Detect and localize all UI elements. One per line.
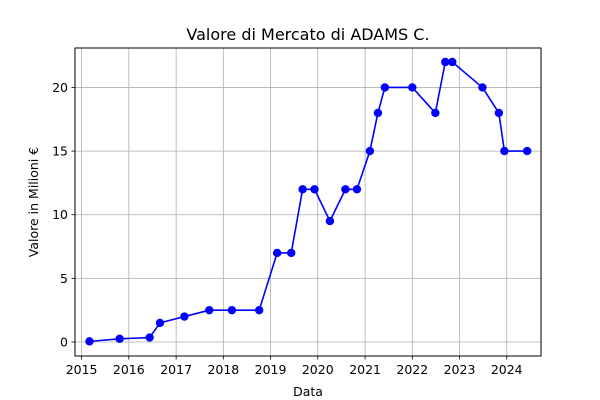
data-point bbox=[85, 337, 94, 346]
data-point bbox=[180, 312, 189, 321]
plot-frame bbox=[74, 47, 542, 357]
x-axis-label: Data bbox=[293, 384, 323, 399]
x-tick-label: 2015 bbox=[66, 362, 98, 377]
y-tick-label: 10 bbox=[52, 207, 68, 222]
x-tick-label: 2022 bbox=[396, 362, 428, 377]
data-point bbox=[352, 185, 362, 194]
x-tick-label: 2024 bbox=[491, 362, 523, 377]
y-axis-label: Valore in Milioni € bbox=[26, 147, 41, 257]
data-point bbox=[287, 248, 296, 258]
x-axis: 2015 2016 2017 2018 2019 2020 2021 2022 2023 2024 bbox=[66, 356, 523, 377]
data-point bbox=[522, 146, 532, 156]
data-point bbox=[373, 108, 383, 118]
data-point bbox=[145, 333, 154, 342]
data-point bbox=[341, 185, 350, 194]
data-point bbox=[310, 185, 319, 194]
data-point bbox=[115, 334, 124, 344]
data-point bbox=[478, 83, 487, 92]
y-tick-label: 5 bbox=[60, 271, 68, 286]
x-tick-label: 2017 bbox=[160, 362, 192, 377]
plot-area bbox=[75, 48, 541, 356]
series-layer bbox=[85, 57, 532, 346]
data-point bbox=[205, 305, 214, 315]
data-point bbox=[448, 57, 457, 67]
data-point bbox=[431, 108, 440, 118]
y-tick-label: 0 bbox=[60, 335, 68, 350]
data-point bbox=[441, 57, 450, 67]
data-point bbox=[227, 305, 237, 315]
data-point bbox=[155, 318, 165, 328]
data-point bbox=[408, 83, 417, 92]
data-point bbox=[325, 216, 335, 226]
x-tick-label: 2021 bbox=[349, 362, 381, 377]
x-tick-label: 2018 bbox=[207, 362, 239, 377]
x-tick-label: 2016 bbox=[113, 362, 145, 377]
y-tick-label: 20 bbox=[52, 80, 68, 95]
data-point bbox=[380, 83, 390, 92]
data-point bbox=[365, 146, 375, 156]
data-point bbox=[500, 146, 509, 156]
data-point bbox=[254, 305, 264, 315]
y-tick-label: 15 bbox=[52, 144, 68, 159]
x-tick-label: 2023 bbox=[444, 362, 476, 377]
data-point bbox=[272, 248, 282, 258]
x-tick-label: 2019 bbox=[255, 362, 287, 377]
y-axis: 0 5 10 15 20 bbox=[52, 80, 75, 350]
chart-title: Valore di Mercato di ADAMS C. bbox=[186, 25, 429, 44]
grid bbox=[75, 48, 541, 356]
data-point bbox=[298, 185, 307, 194]
x-tick-label: 2020 bbox=[302, 362, 334, 377]
data-point bbox=[494, 108, 504, 118]
